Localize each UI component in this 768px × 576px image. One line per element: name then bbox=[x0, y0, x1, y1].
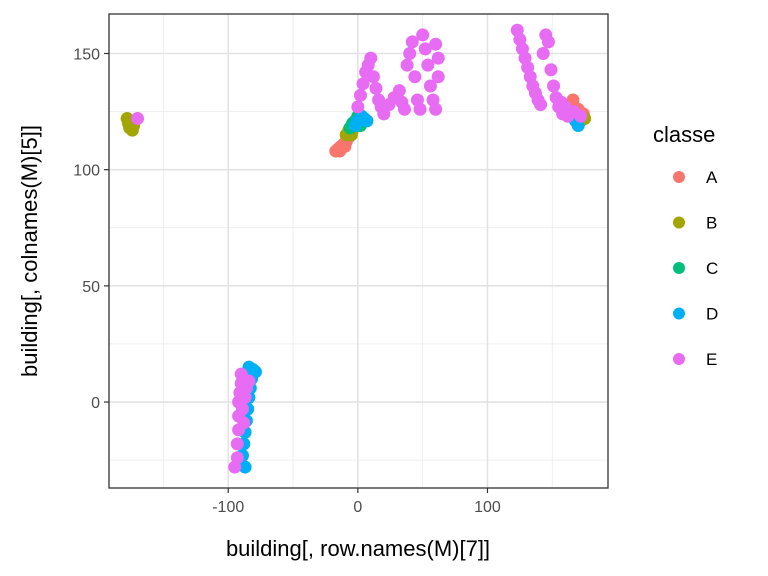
legend-label-d: D bbox=[706, 305, 718, 324]
legend-key-a bbox=[673, 171, 685, 183]
y-tick-label: 0 bbox=[91, 395, 100, 412]
data-point-e bbox=[356, 77, 370, 91]
data-point-e bbox=[392, 84, 406, 98]
data-point-e bbox=[364, 51, 378, 65]
data-point-e bbox=[398, 102, 412, 116]
data-point-e bbox=[366, 70, 380, 84]
y-tick-label: 150 bbox=[73, 47, 100, 64]
y-axis-title: building[, colnames(M)[5]] bbox=[17, 125, 42, 377]
data-point-e bbox=[423, 79, 437, 93]
data-point-e bbox=[131, 112, 145, 126]
data-point-e bbox=[431, 70, 445, 84]
data-point-e bbox=[351, 100, 365, 114]
data-point-e bbox=[237, 416, 251, 430]
legend-key-e bbox=[673, 353, 685, 365]
data-point-e bbox=[242, 374, 256, 388]
data-point-e bbox=[230, 437, 244, 451]
data-point-e bbox=[429, 102, 443, 116]
grid bbox=[109, 14, 608, 488]
data-point-a bbox=[338, 139, 352, 153]
data-point-e bbox=[235, 402, 249, 416]
data-point-e bbox=[418, 42, 432, 56]
data-point-e bbox=[353, 88, 367, 102]
x-axis-title: building[, row.names(M)[7]] bbox=[226, 536, 490, 561]
data-point-e bbox=[534, 98, 548, 112]
legend-label-e: E bbox=[706, 350, 717, 369]
data-point-e bbox=[544, 63, 558, 77]
data-point-e bbox=[400, 58, 414, 72]
data-point-e bbox=[574, 109, 588, 123]
legend-label-b: B bbox=[706, 214, 717, 233]
data-point-e bbox=[413, 102, 427, 116]
y-tick-label: 50 bbox=[82, 279, 100, 296]
legend-label-a: A bbox=[706, 168, 718, 187]
data-point-e bbox=[405, 35, 419, 49]
data-point-e bbox=[541, 35, 555, 49]
legend-label-c: C bbox=[706, 259, 718, 278]
x-tick-label: 100 bbox=[474, 499, 501, 516]
legend-title: classe bbox=[653, 122, 715, 147]
data-point-e bbox=[238, 390, 252, 404]
data-point-d bbox=[360, 114, 374, 128]
legend-key-c bbox=[673, 262, 685, 274]
legend: classe A B C D E bbox=[653, 122, 718, 369]
x-tick-label: 0 bbox=[353, 499, 362, 516]
data-point-e bbox=[547, 79, 561, 93]
data-point-e bbox=[408, 70, 422, 84]
data-point-d bbox=[238, 460, 252, 474]
data-point-e bbox=[403, 47, 417, 60]
legend-key-d bbox=[673, 307, 685, 320]
axis-ticks: -100 0 100 0 50 100 150 bbox=[73, 47, 501, 517]
x-tick-label: -100 bbox=[212, 499, 244, 516]
y-tick-label: 100 bbox=[73, 163, 100, 180]
data-point-e bbox=[416, 28, 430, 42]
data-point-e bbox=[558, 100, 572, 114]
data-point-e bbox=[536, 47, 550, 60]
data-point-e bbox=[431, 51, 445, 65]
data-point-e bbox=[230, 451, 244, 465]
data-points bbox=[120, 23, 592, 474]
data-point-e bbox=[421, 58, 435, 72]
plot-panel-border bbox=[108, 13, 609, 489]
data-point-e bbox=[369, 81, 383, 95]
data-point-e bbox=[429, 37, 443, 51]
legend-key-b bbox=[673, 216, 685, 229]
